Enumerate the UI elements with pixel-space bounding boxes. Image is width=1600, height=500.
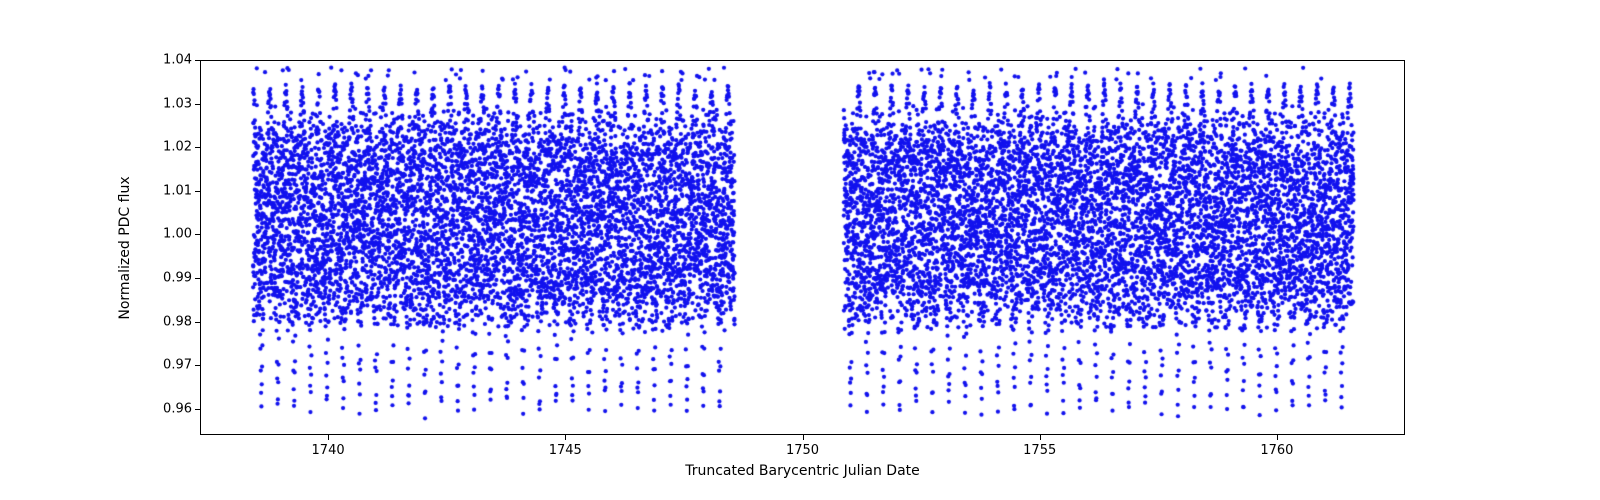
y-tick-label: 0.96 <box>160 401 192 416</box>
y-tick-label: 1.00 <box>160 227 192 242</box>
x-tick <box>803 435 804 440</box>
x-tick-label: 1745 <box>549 443 582 458</box>
x-tick-label: 1750 <box>786 443 819 458</box>
y-tick <box>195 322 200 323</box>
x-tick <box>1277 435 1278 440</box>
y-tick <box>195 234 200 235</box>
y-tick-label: 1.03 <box>160 96 192 111</box>
figure: Truncated Barycentric Julian Date Normal… <box>0 0 1600 500</box>
x-tick-label: 1740 <box>312 443 345 458</box>
y-tick <box>195 191 200 192</box>
y-tick <box>195 104 200 105</box>
scatter-series <box>201 61 1406 436</box>
x-tick <box>565 435 566 440</box>
y-tick-label: 1.02 <box>160 140 192 155</box>
y-axis-label: Normalized PDC flux <box>117 176 133 319</box>
y-tick-label: 0.97 <box>160 358 192 373</box>
y-tick <box>195 365 200 366</box>
y-tick <box>195 60 200 61</box>
y-tick <box>195 278 200 279</box>
y-tick-label: 1.01 <box>160 183 192 198</box>
plot-axes <box>200 60 1405 435</box>
x-tick-label: 1760 <box>1260 443 1293 458</box>
x-tick-label: 1755 <box>1023 443 1056 458</box>
y-tick <box>195 409 200 410</box>
y-tick-label: 0.98 <box>160 314 192 329</box>
x-axis-label: Truncated Barycentric Julian Date <box>685 463 920 479</box>
x-tick <box>328 435 329 440</box>
x-tick <box>1040 435 1041 440</box>
y-tick-label: 0.99 <box>160 271 192 286</box>
y-tick-label: 1.04 <box>160 53 192 68</box>
y-tick <box>195 147 200 148</box>
